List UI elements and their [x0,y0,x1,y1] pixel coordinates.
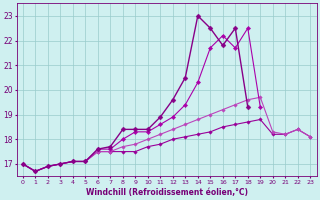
X-axis label: Windchill (Refroidissement éolien,°C): Windchill (Refroidissement éolien,°C) [85,188,248,197]
